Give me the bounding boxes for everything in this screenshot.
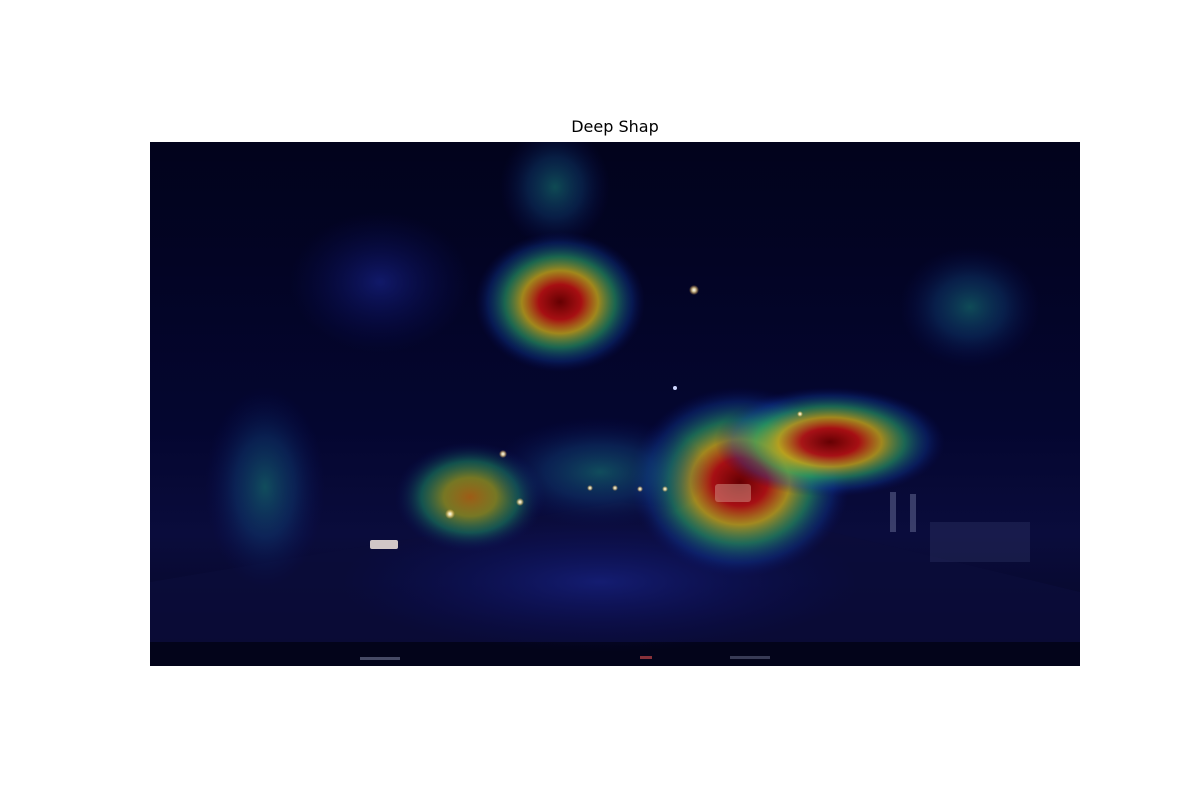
heatmap-overlay: [150, 142, 1080, 666]
saliency-image: [150, 142, 1080, 666]
plot-title: Deep Shap: [571, 117, 659, 136]
